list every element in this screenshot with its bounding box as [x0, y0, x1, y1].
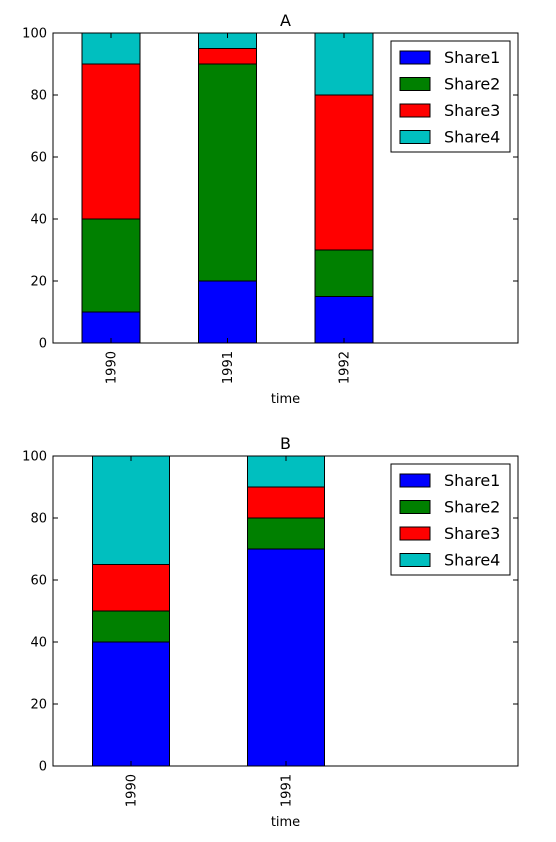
plot-frame — [52, 32, 519, 344]
bar-1991-share2 — [198, 63, 257, 282]
legend-label-share2: Share2 — [444, 75, 500, 94]
legend-swatch-share4 — [399, 553, 431, 567]
bar-1990-share1 — [81, 311, 141, 344]
bars — [81, 32, 374, 344]
legend-label-share1: Share1 — [444, 48, 500, 67]
bar-1992-share2 — [314, 249, 374, 297]
y-tick-label: 60 — [30, 574, 47, 589]
y-tick-label: 0 — [39, 337, 47, 352]
x-tick-label-1990: 1990 — [125, 774, 140, 807]
y-tick-label: 20 — [30, 698, 47, 713]
bar-1991-share2 — [247, 517, 325, 550]
y-tick-label: 80 — [30, 89, 47, 104]
bar-1991-share3 — [198, 48, 257, 65]
bar-1991-share3 — [247, 486, 325, 519]
bar-1990-share2 — [81, 218, 141, 313]
legend: Share1 Share2 Share3 Share4 — [390, 463, 511, 576]
legend-label-share4: Share4 — [444, 551, 500, 570]
bar-1991-share1 — [247, 548, 325, 767]
y-tick-label: 40 — [30, 213, 47, 228]
legend-swatch-share4 — [399, 130, 431, 144]
bar-1990-share3 — [81, 63, 141, 220]
bar-1990-share1 — [92, 641, 170, 767]
bar-1992-share1 — [314, 296, 374, 344]
bar-1990-share4 — [81, 32, 141, 65]
legend-swatch-share3 — [399, 526, 431, 541]
legend: Share1 Share2 Share3 Share4 — [390, 40, 511, 153]
x-tick-label-1991: 1991 — [280, 774, 295, 807]
legend-swatch-share1 — [399, 50, 431, 65]
legend-swatch-share2 — [399, 500, 431, 514]
bar-1990-share3 — [92, 564, 170, 612]
y-tick-label: 40 — [30, 636, 47, 651]
legend-swatch-share2 — [399, 77, 431, 91]
x-tick-label-1992: 1992 — [338, 351, 353, 384]
bars — [92, 455, 325, 767]
bar-1990-share4 — [92, 455, 170, 565]
legend-swatch-share1 — [399, 473, 431, 488]
y-tick-label: 0 — [39, 760, 47, 775]
legend-label-share2: Share2 — [444, 498, 500, 517]
x-axis-label: time — [271, 815, 300, 830]
legend-swatch-share3 — [399, 103, 431, 118]
legend-label-share3: Share3 — [444, 524, 500, 543]
bar-1991-share4 — [247, 455, 325, 488]
x-tick-label-1991: 1991 — [221, 351, 236, 384]
legend-label-share3: Share3 — [444, 101, 500, 120]
y-tick-label: 60 — [30, 151, 47, 166]
y-tick-label: 100 — [22, 450, 47, 465]
bar-1991-share1 — [198, 280, 257, 344]
x-tick-label-1990: 1990 — [105, 351, 120, 384]
chart-title: A — [280, 11, 291, 30]
chart-title: B — [280, 434, 291, 453]
x-axis-label: time — [271, 392, 300, 407]
y-tick-label: 100 — [22, 27, 47, 42]
bar-1992-share4 — [314, 32, 374, 96]
bar-1992-share3 — [314, 94, 374, 251]
y-tick-label: 20 — [30, 275, 47, 290]
legend-label-share4: Share4 — [444, 128, 500, 147]
y-tick-label: 80 — [30, 512, 47, 527]
bar-1990-share2 — [92, 610, 170, 643]
legend-label-share1: Share1 — [444, 471, 500, 490]
